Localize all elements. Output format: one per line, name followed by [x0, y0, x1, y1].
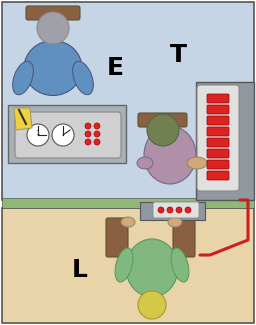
- Ellipse shape: [144, 126, 196, 184]
- FancyBboxPatch shape: [207, 94, 229, 103]
- Circle shape: [138, 291, 166, 319]
- FancyBboxPatch shape: [173, 218, 195, 257]
- Circle shape: [52, 124, 74, 146]
- FancyBboxPatch shape: [2, 198, 254, 208]
- Circle shape: [176, 207, 182, 213]
- FancyBboxPatch shape: [207, 149, 229, 158]
- FancyBboxPatch shape: [207, 105, 229, 114]
- FancyBboxPatch shape: [207, 127, 229, 136]
- FancyBboxPatch shape: [140, 202, 205, 220]
- Circle shape: [85, 131, 91, 137]
- Circle shape: [167, 207, 173, 213]
- Text: E: E: [106, 56, 123, 80]
- Circle shape: [147, 114, 179, 146]
- Polygon shape: [14, 108, 32, 130]
- Circle shape: [94, 123, 100, 129]
- Ellipse shape: [137, 157, 153, 169]
- FancyBboxPatch shape: [197, 85, 239, 191]
- FancyBboxPatch shape: [138, 113, 187, 127]
- Text: 1: 1: [35, 130, 39, 136]
- Ellipse shape: [13, 61, 33, 95]
- FancyBboxPatch shape: [2, 2, 254, 200]
- Circle shape: [85, 139, 91, 145]
- Circle shape: [185, 207, 191, 213]
- Ellipse shape: [48, 38, 58, 46]
- Ellipse shape: [168, 217, 182, 227]
- Ellipse shape: [126, 239, 178, 297]
- FancyBboxPatch shape: [196, 82, 254, 200]
- Circle shape: [94, 139, 100, 145]
- Ellipse shape: [24, 41, 82, 96]
- Text: L: L: [72, 258, 88, 282]
- FancyBboxPatch shape: [8, 105, 126, 163]
- Text: T: T: [169, 43, 187, 67]
- FancyBboxPatch shape: [153, 202, 199, 218]
- Ellipse shape: [187, 157, 207, 169]
- Ellipse shape: [121, 217, 135, 227]
- FancyBboxPatch shape: [207, 171, 229, 180]
- Ellipse shape: [115, 248, 133, 282]
- FancyBboxPatch shape: [15, 112, 121, 158]
- FancyBboxPatch shape: [26, 6, 80, 20]
- Ellipse shape: [73, 61, 93, 95]
- Circle shape: [94, 131, 100, 137]
- FancyBboxPatch shape: [207, 116, 229, 125]
- FancyBboxPatch shape: [207, 160, 229, 169]
- FancyBboxPatch shape: [106, 218, 128, 257]
- Circle shape: [158, 207, 164, 213]
- Circle shape: [27, 124, 49, 146]
- FancyBboxPatch shape: [207, 138, 229, 147]
- Circle shape: [37, 12, 69, 44]
- Ellipse shape: [171, 248, 189, 282]
- Circle shape: [85, 123, 91, 129]
- FancyBboxPatch shape: [2, 208, 254, 323]
